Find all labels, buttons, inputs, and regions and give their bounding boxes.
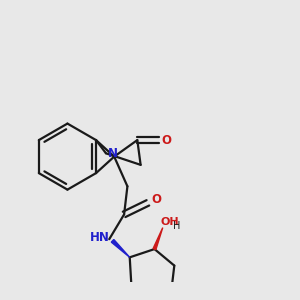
Text: O: O [161, 134, 171, 147]
Text: H: H [173, 221, 180, 231]
Text: OH: OH [160, 217, 179, 227]
Text: HN: HN [90, 231, 110, 244]
Text: N: N [108, 148, 118, 160]
Text: O: O [151, 193, 161, 206]
Polygon shape [153, 228, 163, 250]
Polygon shape [111, 239, 130, 257]
